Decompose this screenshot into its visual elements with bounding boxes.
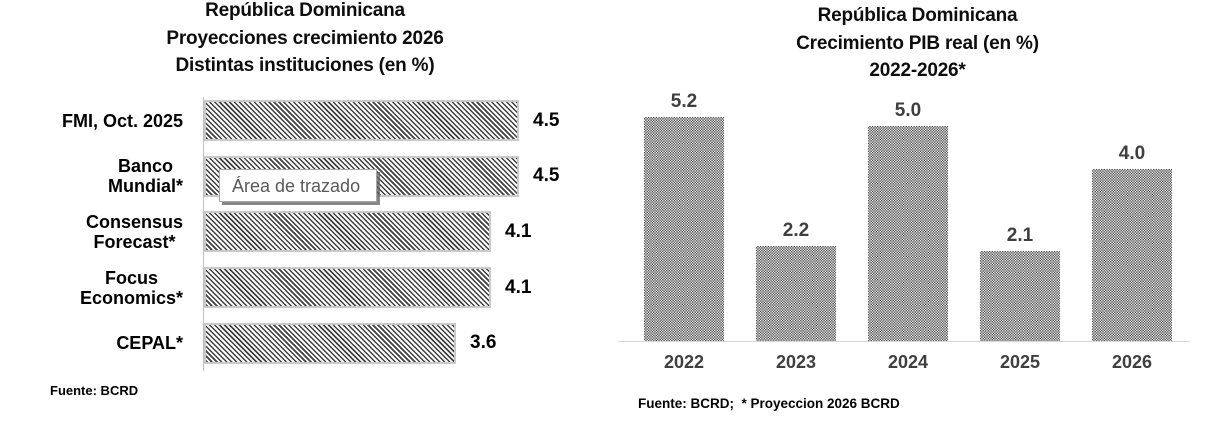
bar-value-label: 2.2 [782, 220, 810, 242]
category-label-line: CEPAL* [116, 333, 183, 354]
left-chart-title-line3: Distintas instituciones (en %) [175, 55, 435, 76]
plot-area-tooltip: Área de trazado [219, 169, 377, 202]
bar-value-label: 4.5 [533, 165, 560, 187]
left-chart-title-line1: República Dominicana [205, 0, 405, 21]
category-label: Consensus Forecast* [86, 212, 183, 252]
category-label-line: Consensus [85, 211, 183, 232]
right-chart-title: República Dominicana Crecimiento PIB rea… [630, 2, 1205, 85]
left-chart-title-line2: Proyecciones crecimiento 2026 [166, 27, 444, 49]
right-chart-title-line1: República Dominicana [817, 5, 1018, 26]
category-label: CEPAL* [116, 333, 183, 353]
category-label-line: Mundial* [108, 176, 183, 197]
bar-2026[interactable] [1092, 169, 1172, 341]
category-label: Banco Mundial* [108, 156, 183, 196]
bar-value-label: 2.1 [1006, 224, 1034, 246]
right-chart-baseline [618, 341, 1190, 342]
category-label-line: FMI, Oct. 2025 [61, 110, 183, 131]
right-chart-title-line2: Crecimiento PIB real (en %) [796, 32, 1039, 54]
x-axis-tick-label: 2024 [887, 352, 929, 372]
right-chart[interactable]: República Dominicana Crecimiento PIB rea… [610, 0, 1205, 422]
x-axis-tick-label: 2026 [1111, 352, 1153, 372]
category-label-line: Economics* [79, 287, 183, 308]
bar-value-label: 4.0 [1118, 143, 1146, 164]
bar-2022[interactable] [644, 117, 724, 341]
bar-2025[interactable] [980, 250, 1060, 341]
bar-value-label: 4.1 [505, 276, 532, 298]
category-label: FMI, Oct. 2025 [62, 111, 183, 131]
category-label-line: Banco [117, 156, 173, 177]
bar-value-label: 5.0 [894, 100, 922, 121]
bar-fmi-oct-2025[interactable] [204, 100, 519, 141]
category-label: Focus Economics* [80, 268, 183, 308]
plot-area-tooltip-label: Área de trazado [232, 176, 361, 196]
left-chart-source: Fuente: BCRD [50, 383, 139, 398]
bar-cepal-[interactable] [204, 322, 456, 364]
x-axis-tick-label: 2023 [775, 352, 817, 372]
left-chart[interactable]: República Dominicana Proyecciones crecim… [0, 0, 610, 422]
x-axis-tick-label: 2025 [999, 352, 1041, 372]
bar-value-label: 3.6 [470, 332, 497, 354]
left-chart-title: República Dominicana Proyecciones crecim… [0, 0, 610, 80]
right-chart-source: Fuente: BCRD; * Proyeccion 2026 BCRD [638, 396, 900, 411]
bar-value-label: 5.2 [670, 91, 698, 113]
x-axis-tick-label: 2022 [663, 352, 705, 372]
bar-value-label: 4.1 [505, 220, 532, 242]
category-label-line: Forecast* [93, 231, 176, 252]
bar-consensus-forecast-[interactable] [204, 211, 491, 253]
bar-2023[interactable] [756, 246, 836, 341]
bar-2024[interactable] [868, 126, 948, 341]
bar-value-label: 4.5 [533, 109, 560, 131]
bar-focus-economics-[interactable] [204, 267, 491, 309]
category-label-line: Focus [104, 267, 158, 288]
left-chart-category-axis-line [203, 97, 204, 371]
right-chart-title-line3: 2022-2026* [869, 60, 966, 81]
